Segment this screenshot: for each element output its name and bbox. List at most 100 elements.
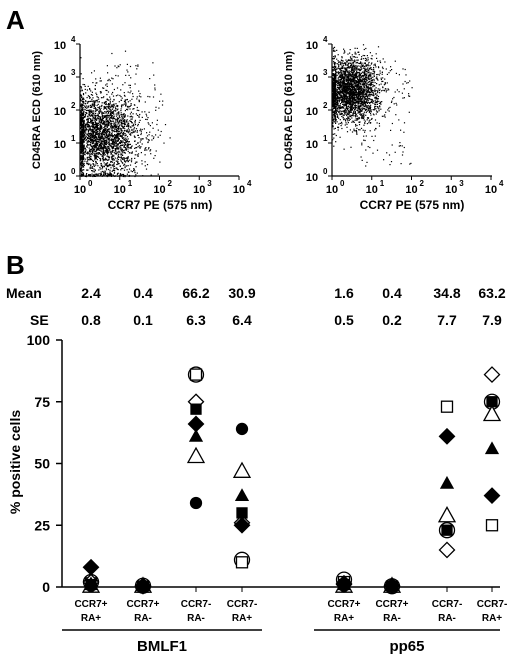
event-dot [130,121,132,123]
event-dot [344,94,346,96]
event-dot [110,111,112,113]
event-dot [343,84,345,86]
event-dot [130,90,132,92]
event-dot [347,72,349,74]
event-dot [366,96,369,98]
event-dot [112,106,114,108]
event-dot [119,117,121,119]
event-dot [116,134,119,136]
event-dot [89,134,91,136]
event-dot [100,124,102,127]
event-dot [338,75,340,77]
event-dot [105,149,107,151]
event-dot [366,91,368,93]
event-dot [81,155,83,157]
event-dot [345,59,347,61]
event-dot [354,78,356,80]
event-dot [353,99,355,101]
event-dot [104,136,107,138]
event-dot [369,93,371,95]
event-dot [94,147,96,149]
event-dot [364,83,366,85]
event-dot [347,113,349,115]
event-dot [346,107,348,109]
event-dot [373,85,375,87]
event-dot [355,91,357,93]
event-dot [127,161,129,163]
event-dot [82,114,84,117]
event-dot [361,90,363,92]
event-dot [85,126,87,128]
event-dot [391,69,393,71]
event-dot [88,152,90,154]
event-dot [98,135,100,137]
event-dot [129,147,131,149]
event-dot [84,108,86,110]
event-dot [99,144,101,146]
event-dot [361,95,363,97]
event-dot [120,110,122,112]
event-dot [89,100,91,103]
event-dot [356,75,359,77]
event-dot [369,107,371,109]
event-dot [103,150,105,152]
event-dot [103,171,105,173]
event-dot [362,94,364,96]
event-dot [103,131,106,133]
event-dot [358,54,360,56]
event-dot [107,174,109,176]
event-dot [332,87,334,89]
event-dot [97,139,99,141]
event-dot [370,104,372,106]
event-dot [106,126,108,128]
event-dot [82,129,85,131]
event-dot [88,141,91,143]
event-dot [113,103,115,105]
event-dot [97,96,99,99]
event-dot [349,49,351,51]
event-dot [371,135,373,137]
event-dot [121,136,123,138]
event-dot [364,122,366,124]
event-dot [94,114,97,116]
event-dot [88,133,90,135]
event-dot [95,139,97,141]
event-dot [356,107,358,109]
event-dot [135,161,137,163]
event-dot [332,82,334,84]
event-dot [86,156,88,159]
event-dot [112,140,115,142]
event-dot [103,173,105,175]
event-dot [88,159,90,161]
event-dot [349,86,351,89]
event-dot [91,140,93,142]
event-dot [353,73,355,75]
event-dot [84,130,86,132]
event-dot [356,119,358,121]
event-dot [85,106,87,108]
event-dot [128,132,130,134]
flow-plot-left: CD45RA ECD (610 nm) CCR7 PE (575 nm) 100… [31,35,252,212]
event-dot [97,153,99,155]
event-dot [338,84,340,86]
event-dot [373,75,375,77]
event-dot [338,123,340,125]
event-dot [100,146,103,148]
event-dot [106,110,108,112]
event-dot [349,105,352,107]
event-dot [120,154,122,156]
event-dot [127,159,129,161]
event-dot [106,124,108,126]
event-dot [343,110,345,112]
event-dot [80,120,82,122]
event-dot [106,139,108,141]
event-dot [340,113,342,115]
event-dot [371,73,373,75]
event-dot [362,108,364,111]
event-dot [135,150,137,152]
event-dot [91,158,93,160]
event-dot [90,149,92,151]
event-dot [105,150,107,152]
event-dot [86,146,88,148]
event-dot [102,137,104,139]
